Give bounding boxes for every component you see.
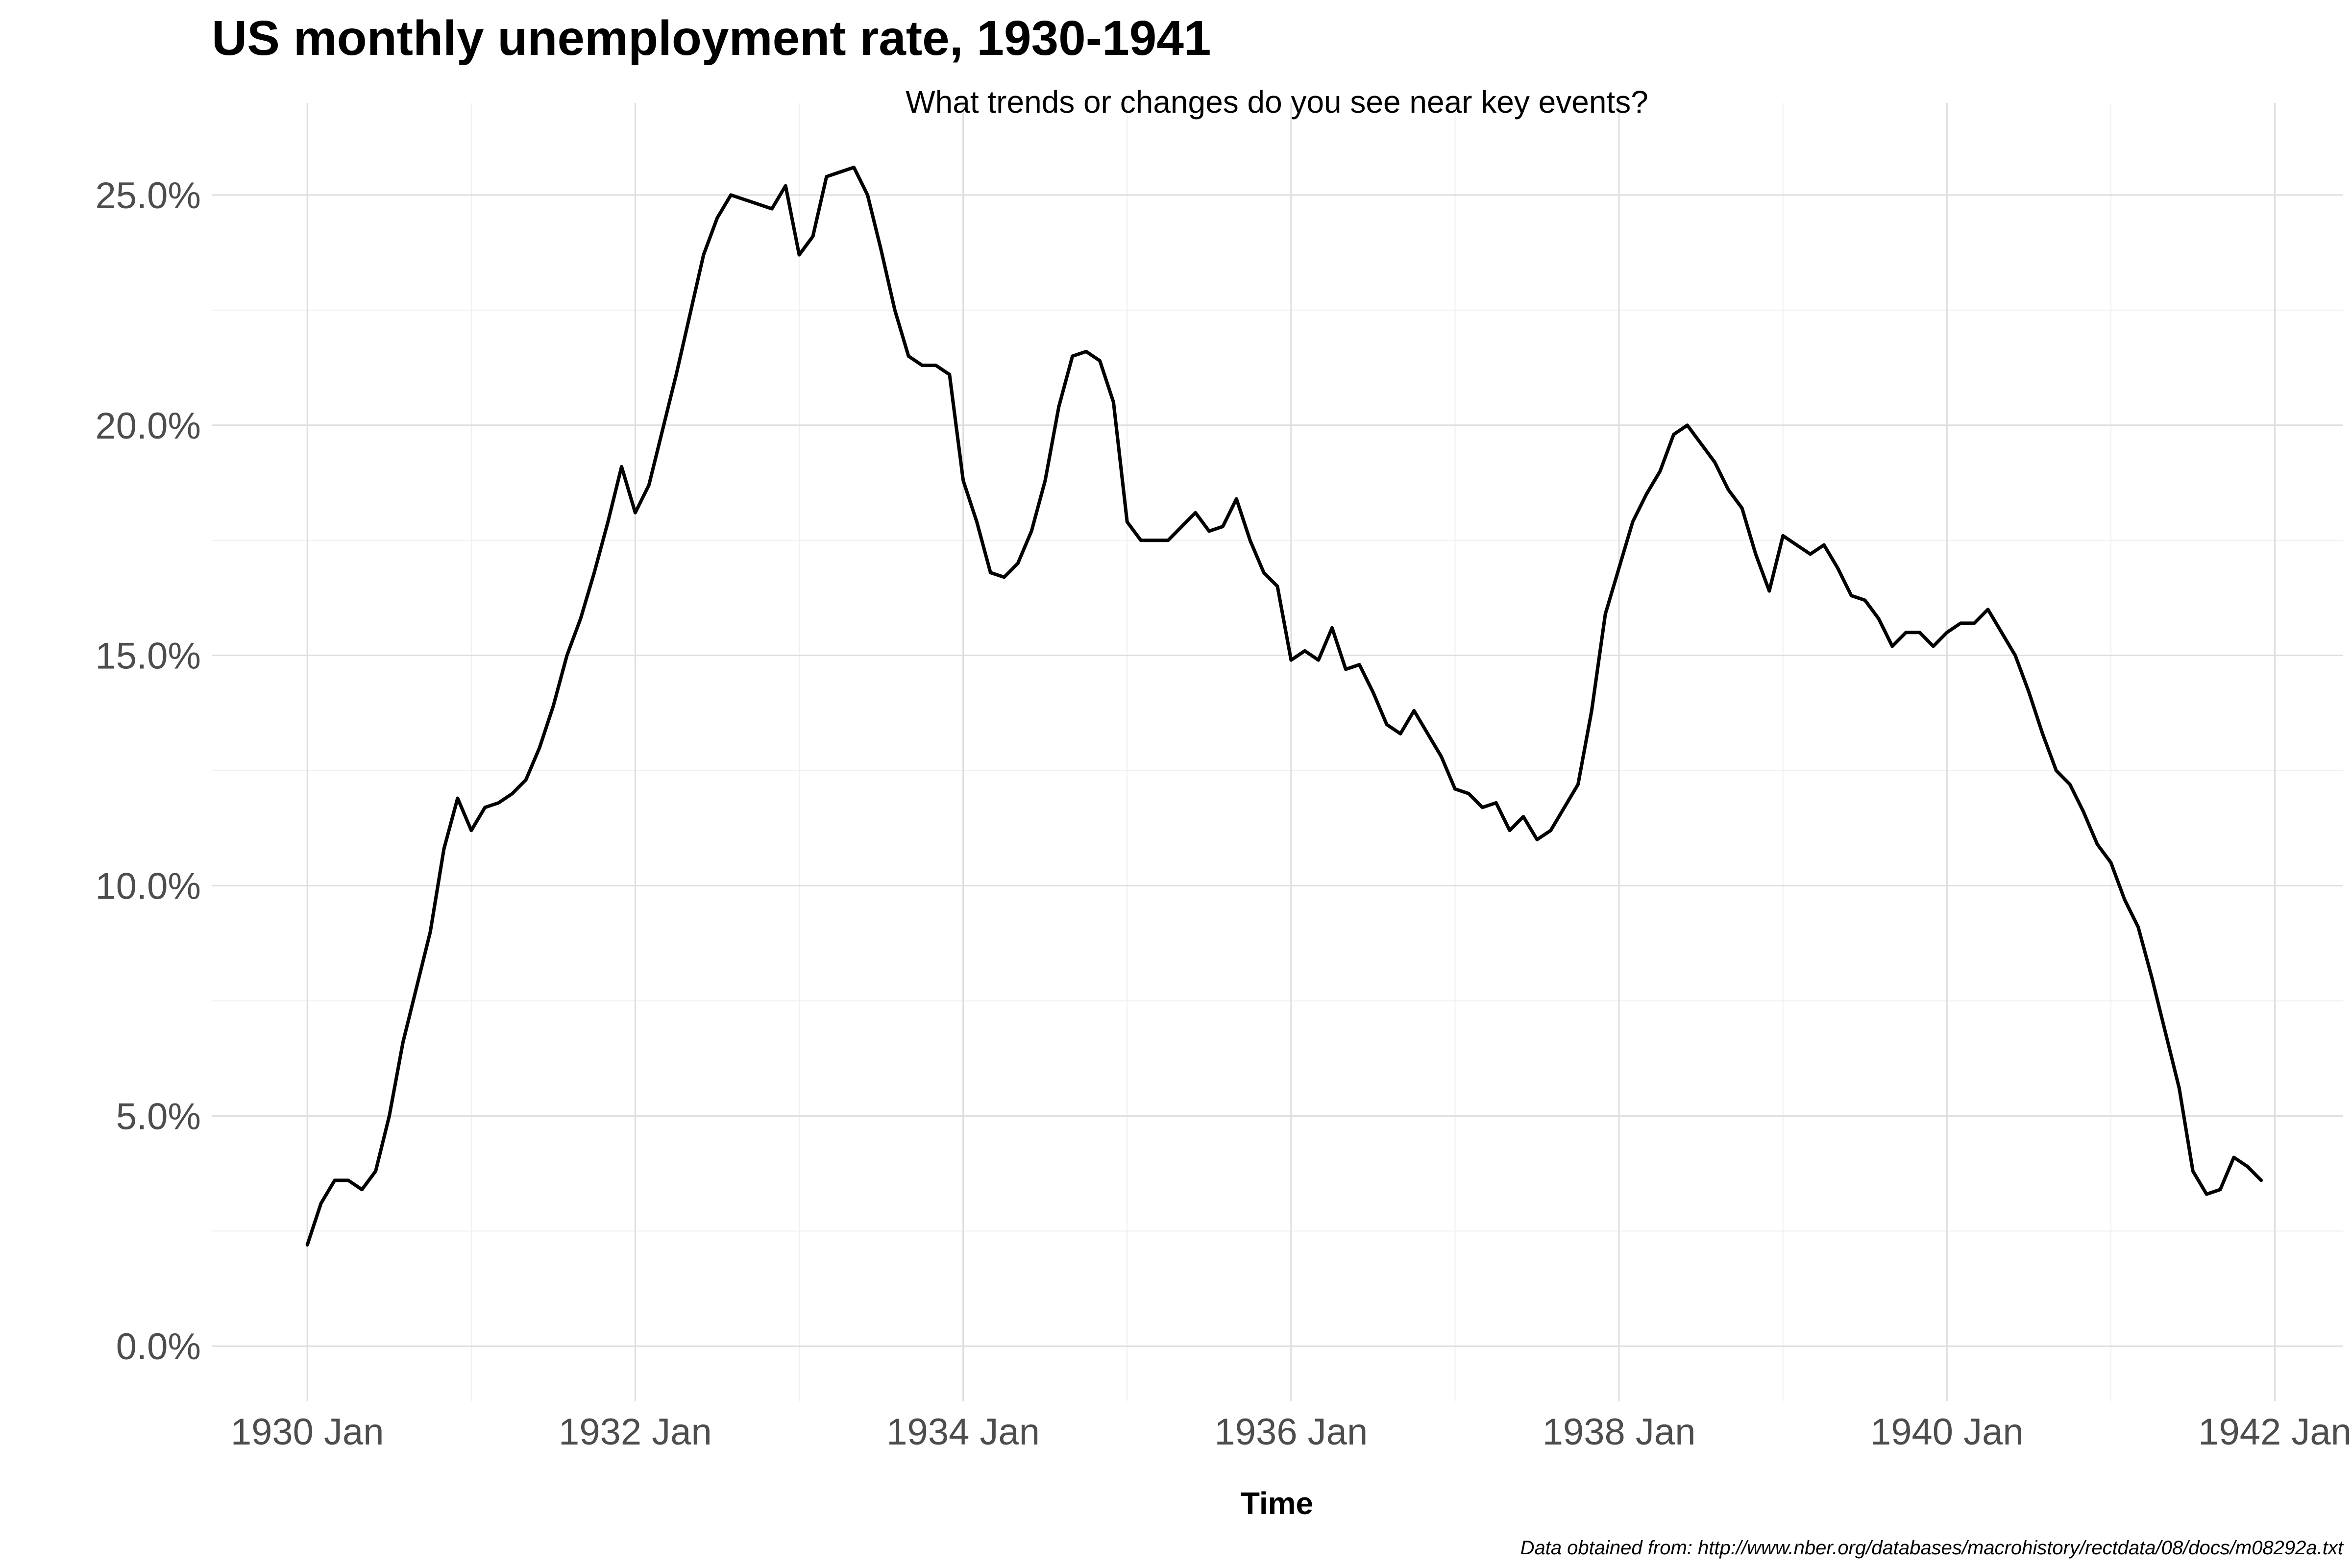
x-tick-label: 1940 Jan [1870,1411,2024,1453]
x-tick-label: 1932 Jan [559,1411,712,1453]
y-tick-label: 25.0% [96,175,201,217]
y-tick-label: 15.0% [96,636,201,677]
chart-subtitle: What trends or changes do you see near k… [906,84,1648,120]
x-tick-label: 1942 Jan [2198,1411,2352,1453]
y-tick-label: 20.0% [96,405,201,447]
x-tick-label: 1930 Jan [231,1411,384,1453]
axis-tick-labels: 0.0% 5.0% 10.0% 15.0% 20.0% 25.0% 1930 Jan 1932… [96,175,2352,1453]
unemployment-rate-line [305,166,2263,1247]
x-tick-label: 1936 Jan [1215,1411,1368,1453]
x-axis-title: Time [1241,1486,1313,1521]
x-tick-label: 1938 Jan [1543,1411,1696,1453]
y-tick-label: 10.0% [96,866,201,907]
chart-title: US monthly unemployment rate, 1930-1941 [212,11,1211,66]
x-tick-label: 1934 Jan [886,1411,1040,1453]
data-source-caption: Data obtained from: http://www.nber.org/… [1520,1537,2344,1559]
gridlines [212,103,2343,1401]
y-tick-label: 5.0% [116,1096,201,1137]
y-tick-label: 0.0% [116,1326,201,1368]
